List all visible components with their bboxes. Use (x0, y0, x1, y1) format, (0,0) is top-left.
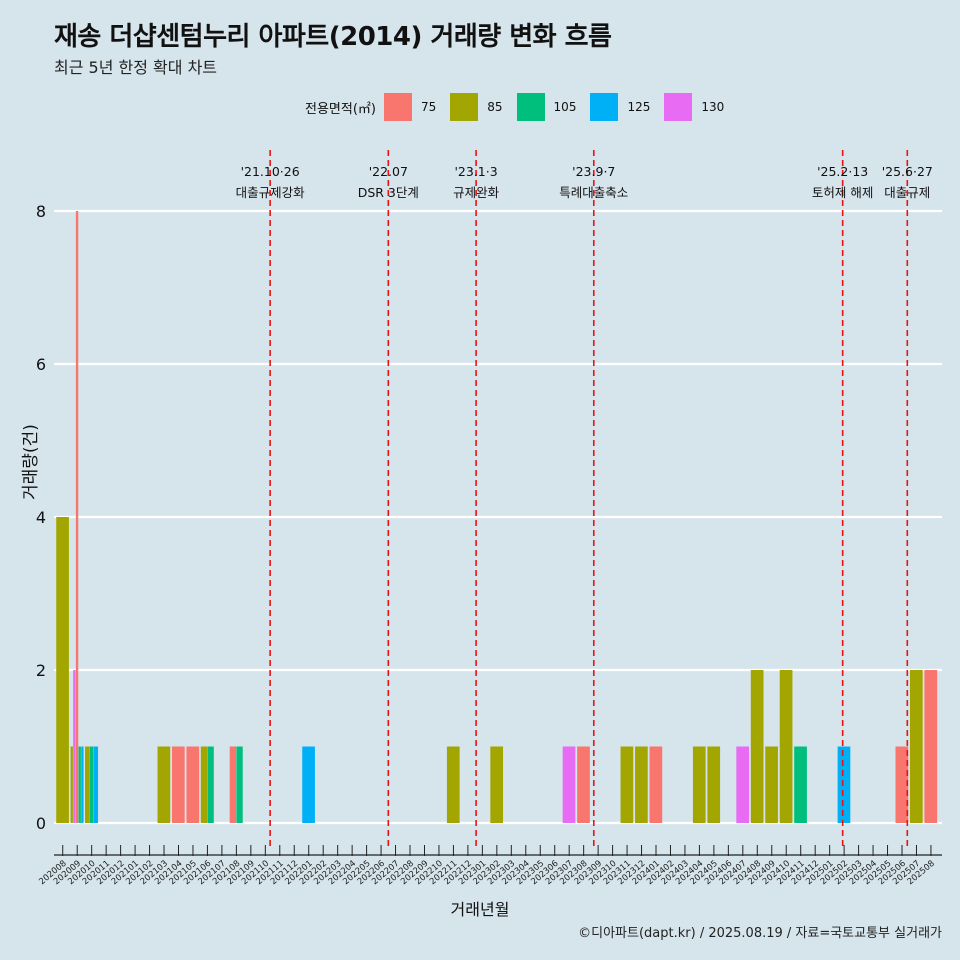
bar-202405-85 (707, 746, 721, 823)
legend-label-85: 85 (487, 100, 503, 114)
y-tick-label: 4 (36, 508, 46, 527)
bar-202009-105 (78, 746, 81, 823)
bar-202401-75 (649, 746, 663, 823)
legend-label-105: 105 (553, 100, 577, 114)
bar-202009-125 (81, 746, 84, 823)
bar-202410-85 (779, 670, 793, 823)
bar-202211-85 (446, 746, 460, 823)
legend-item-85: 85 (450, 93, 503, 121)
annotation-date: '22.07 (369, 164, 408, 179)
bar-layer (56, 211, 938, 823)
bar-202010-85 (85, 746, 90, 823)
y-tick-label: 6 (36, 355, 46, 374)
annotation-label: DSR 3단계 (358, 185, 419, 200)
y-axis-label: 거래량(건) (21, 424, 41, 500)
y-tick-label: 0 (36, 814, 46, 833)
annotation-label: 대출규제강화 (236, 185, 306, 200)
chart-title: 재송 더샵센텀누리 아파트(2014) 거래량 변화 흐름 (54, 22, 612, 52)
bar-202506-75 (895, 746, 909, 823)
annotation-label: 규제완화 (453, 185, 500, 200)
bar-202312-85 (635, 746, 648, 823)
bar-202108-75 (229, 746, 237, 823)
y-tick-label: 8 (36, 202, 46, 221)
bar-202411-105 (794, 746, 807, 823)
annotation-date: '25.6·27 (882, 164, 933, 179)
bar-202103-85 (157, 746, 171, 823)
legend-label-130: 130 (701, 100, 725, 114)
bar-202104-75 (171, 746, 185, 823)
annotation-date: '21.10·26 (241, 164, 300, 179)
annotation-date: '23.9·7 (572, 164, 615, 179)
legend-swatch-75 (383, 93, 412, 121)
chart-subtitle: 최근 5년 한정 확대 차트 (54, 58, 218, 77)
grid-layer (54, 209, 942, 825)
bar-202009-85 (70, 746, 73, 823)
bar-202311-85 (620, 746, 634, 823)
bar-202010-105 (89, 746, 94, 823)
legend-item-130: 130 (664, 93, 724, 121)
bar-202106-105 (207, 746, 214, 823)
annotation-date: '25.2·13 (817, 164, 868, 179)
bar-202009-75 (75, 211, 79, 823)
bar-202409-85 (765, 746, 778, 823)
bar-202308-75 (577, 746, 590, 823)
bar-202502-125 (837, 746, 851, 823)
bar-202507-85 (909, 670, 923, 823)
bar-202010-125 (93, 746, 99, 823)
bar-202307-130 (562, 746, 576, 823)
annotation-label: 특례대출축소 (559, 185, 628, 200)
legend-title: 전용면적(㎡) (305, 101, 376, 117)
legend-item-125: 125 (590, 93, 650, 121)
legend-swatch-105 (516, 93, 545, 121)
legend-item-75: 75 (383, 93, 437, 121)
legend-swatch-130 (664, 93, 693, 121)
bar-202008-85 (56, 517, 69, 823)
x-axis-label: 거래년월 (450, 900, 510, 919)
legend: 전용면적(㎡) 75 85 105 125 130 (305, 93, 738, 121)
bar-202407-130 (736, 746, 750, 823)
legend-swatch-125 (590, 93, 619, 121)
y-tick-label: 2 (36, 661, 46, 680)
legend-label-75: 75 (420, 100, 437, 114)
annotation-label: 토허제 해제 (812, 185, 873, 200)
bar-202106-85 (200, 746, 208, 823)
annotation-label: 대출규제 (884, 185, 930, 200)
legend-label-125: 125 (627, 100, 651, 114)
bar-202108-105 (236, 746, 243, 823)
annotation-date: '23.1·3 (454, 164, 497, 179)
bar-202201-125 (302, 746, 315, 823)
source-caption: ©디아파트(dapt.kr) / 2025.08.19 / 자료=국토교통부 실… (578, 926, 942, 941)
bar-202508-75 (924, 670, 938, 823)
bar-202302-85 (490, 746, 504, 823)
legend-item-105: 105 (516, 93, 577, 121)
annotation-layer: '21.10·26 대출규제강화 '22.07 DSR 3단계 '23.1·3 규제완화 '… (236, 150, 933, 850)
legend-swatch-85 (450, 93, 479, 121)
bar-202105-75 (186, 746, 200, 823)
bar-202404-85 (692, 746, 706, 823)
bar-202408-85 (750, 670, 764, 823)
bar-202009-130 (73, 670, 76, 823)
